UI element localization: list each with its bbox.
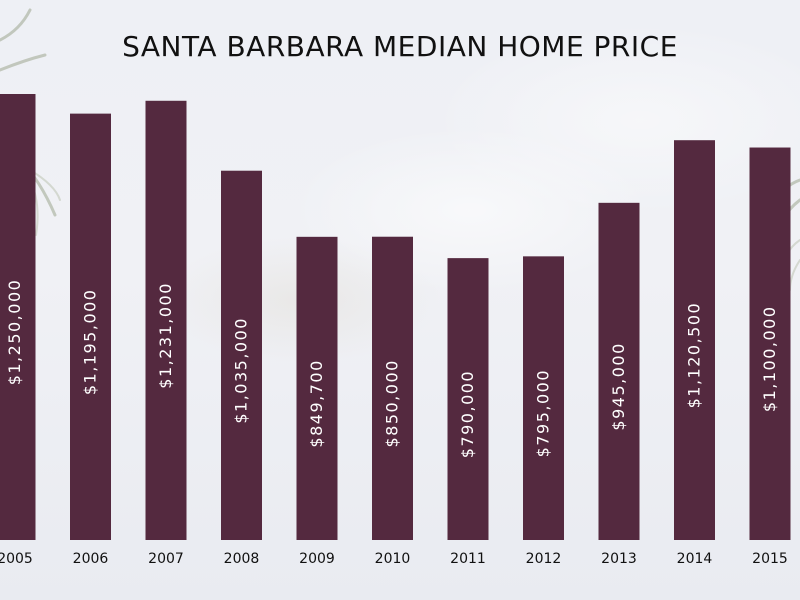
data-label-2006: $1,195,000 bbox=[81, 289, 100, 396]
bar-2007 bbox=[145, 100, 187, 540]
x-tick-2011: 2011 bbox=[450, 551, 486, 567]
x-tick-2009: 2009 bbox=[299, 551, 335, 567]
bar-2009 bbox=[296, 236, 338, 541]
bar-2012 bbox=[523, 256, 564, 540]
data-label-2015: $1,100,000 bbox=[760, 305, 779, 412]
x-tick-2006: 2006 bbox=[73, 551, 109, 567]
data-label-2009: $849,700 bbox=[307, 359, 326, 447]
x-tick-2012: 2012 bbox=[526, 551, 562, 567]
bar-2015 bbox=[749, 147, 791, 540]
data-label-2013: $945,000 bbox=[609, 342, 628, 430]
chart-title: SANTA BARBARA MEDIAN HOME PRICE bbox=[122, 30, 678, 63]
x-tick-2014: 2014 bbox=[677, 551, 713, 567]
bar-2008 bbox=[221, 170, 262, 540]
x-tick-2010: 2010 bbox=[375, 551, 411, 567]
bar-2010 bbox=[372, 236, 413, 540]
data-label-2011: $790,000 bbox=[458, 370, 477, 458]
data-label-2010: $850,000 bbox=[383, 359, 402, 447]
x-tick-2015: 2015 bbox=[752, 551, 788, 567]
x-tick-2007: 2007 bbox=[148, 551, 184, 567]
data-label-2008: $1,035,000 bbox=[232, 317, 251, 424]
data-labels: $1,250,000 $1,195,000 $1,231,000 $1,035,000… bbox=[5, 279, 779, 459]
data-label-2005: $1,250,000 bbox=[5, 279, 24, 386]
bar-2005 bbox=[0, 94, 36, 540]
x-axis-tick-labels: 2005 2006 2007 2008 2009 2010 2011 2012 2013 2014… bbox=[0, 551, 788, 567]
data-label-2007: $1,231,000 bbox=[156, 282, 175, 389]
data-label-2012: $795,000 bbox=[534, 369, 553, 457]
bar-2011 bbox=[447, 258, 489, 540]
data-label-2014: $1,120,500 bbox=[685, 302, 704, 409]
x-tick-2005: 2005 bbox=[0, 551, 33, 567]
x-tick-2008: 2008 bbox=[224, 551, 260, 567]
bar-2014 bbox=[674, 140, 715, 540]
x-tick-2013: 2013 bbox=[601, 551, 637, 567]
bar-2006 bbox=[70, 113, 111, 541]
bars bbox=[0, 94, 791, 541]
bar-2013 bbox=[598, 202, 640, 540]
